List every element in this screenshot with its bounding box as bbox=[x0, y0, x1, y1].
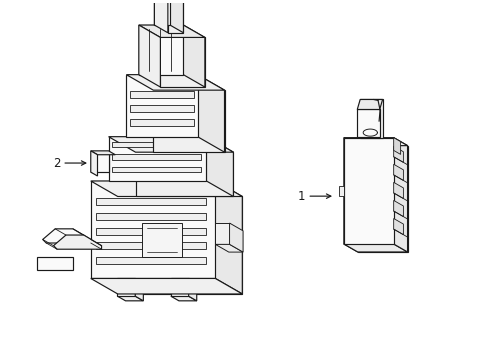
Polygon shape bbox=[112, 154, 201, 160]
Text: 1: 1 bbox=[297, 190, 305, 203]
Polygon shape bbox=[139, 25, 204, 37]
Polygon shape bbox=[112, 142, 201, 147]
Polygon shape bbox=[215, 181, 242, 294]
Polygon shape bbox=[183, 25, 204, 87]
Polygon shape bbox=[135, 278, 143, 301]
Polygon shape bbox=[117, 296, 143, 301]
Polygon shape bbox=[229, 223, 243, 252]
Polygon shape bbox=[393, 146, 403, 162]
Polygon shape bbox=[153, 90, 224, 152]
Polygon shape bbox=[393, 201, 403, 217]
Polygon shape bbox=[167, 0, 183, 33]
Polygon shape bbox=[160, 37, 204, 87]
Polygon shape bbox=[91, 181, 215, 278]
Polygon shape bbox=[215, 244, 243, 252]
Polygon shape bbox=[91, 151, 115, 155]
Polygon shape bbox=[91, 181, 242, 197]
Polygon shape bbox=[130, 119, 194, 126]
Polygon shape bbox=[357, 146, 407, 252]
Polygon shape bbox=[393, 138, 407, 252]
Polygon shape bbox=[135, 152, 233, 197]
Polygon shape bbox=[360, 99, 382, 139]
Polygon shape bbox=[170, 278, 188, 296]
Polygon shape bbox=[96, 198, 206, 205]
Polygon shape bbox=[188, 278, 196, 301]
Polygon shape bbox=[343, 138, 357, 252]
Polygon shape bbox=[96, 242, 206, 249]
Polygon shape bbox=[170, 296, 196, 301]
Polygon shape bbox=[91, 151, 108, 172]
Polygon shape bbox=[154, 0, 167, 33]
Polygon shape bbox=[96, 257, 206, 264]
Polygon shape bbox=[197, 75, 224, 152]
Polygon shape bbox=[139, 25, 183, 75]
Polygon shape bbox=[170, 0, 183, 33]
Polygon shape bbox=[215, 223, 229, 244]
Polygon shape bbox=[338, 185, 343, 196]
Polygon shape bbox=[37, 257, 73, 270]
Polygon shape bbox=[139, 25, 160, 87]
Polygon shape bbox=[130, 91, 194, 98]
Polygon shape bbox=[130, 105, 194, 112]
Polygon shape bbox=[53, 235, 102, 249]
Polygon shape bbox=[154, 0, 170, 25]
Polygon shape bbox=[91, 151, 97, 176]
Polygon shape bbox=[126, 75, 224, 90]
Polygon shape bbox=[343, 138, 393, 244]
Polygon shape bbox=[112, 167, 201, 172]
Polygon shape bbox=[393, 219, 403, 235]
Polygon shape bbox=[91, 278, 242, 294]
Polygon shape bbox=[96, 228, 206, 235]
Polygon shape bbox=[357, 109, 379, 137]
Polygon shape bbox=[393, 138, 400, 154]
Polygon shape bbox=[393, 164, 403, 180]
Polygon shape bbox=[118, 197, 242, 294]
Polygon shape bbox=[96, 213, 206, 220]
Polygon shape bbox=[343, 138, 407, 146]
Polygon shape bbox=[357, 99, 382, 109]
Polygon shape bbox=[108, 137, 206, 181]
Polygon shape bbox=[42, 229, 91, 243]
Polygon shape bbox=[108, 137, 233, 152]
Text: 2: 2 bbox=[53, 157, 60, 170]
Polygon shape bbox=[393, 182, 403, 198]
Polygon shape bbox=[117, 278, 135, 296]
Polygon shape bbox=[142, 223, 182, 257]
Polygon shape bbox=[126, 75, 197, 137]
Polygon shape bbox=[343, 244, 407, 252]
Polygon shape bbox=[206, 137, 233, 197]
